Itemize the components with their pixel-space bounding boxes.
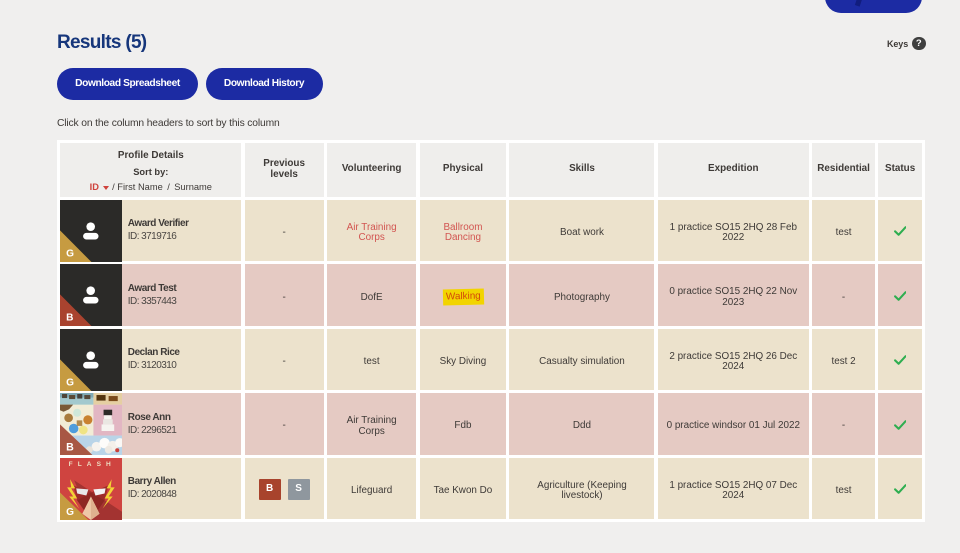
svg-text:B: B <box>66 313 73 324</box>
svg-text:G: G <box>66 507 74 518</box>
svg-text:G: G <box>66 378 74 389</box>
svg-text:G: G <box>66 249 74 260</box>
svg-text:FLASH: FLASH <box>69 461 116 468</box>
svg-text:B: B <box>66 442 74 454</box>
